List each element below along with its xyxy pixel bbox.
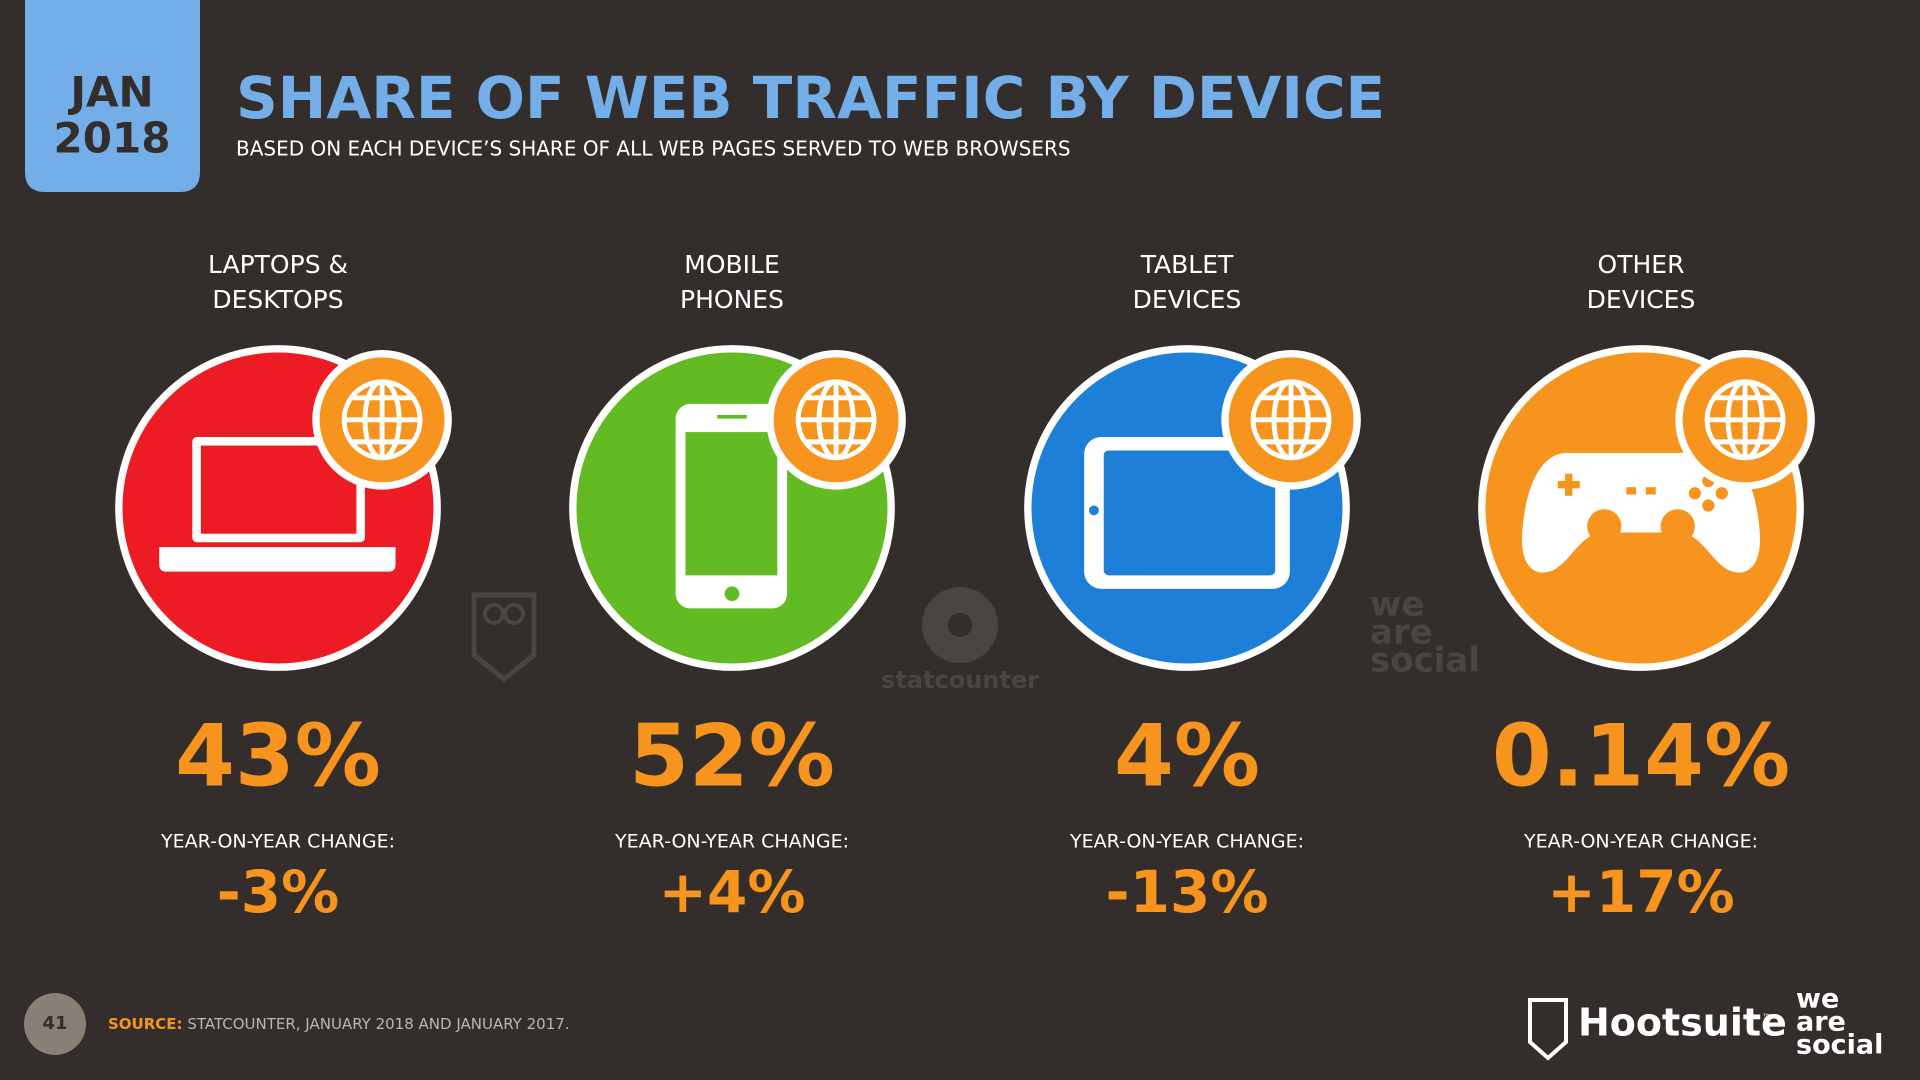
badge-year: 2018 — [54, 114, 171, 163]
change-label: YEAR-ON-YEAR CHANGE: — [614, 831, 849, 853]
device-label: DESKTOPS — [212, 285, 343, 314]
change-label: YEAR-ON-YEAR CHANGE: — [1069, 831, 1304, 853]
was-watermark: social — [1370, 641, 1480, 681]
device-label: PHONES — [680, 285, 784, 314]
device-label: LAPTOPS & — [208, 250, 348, 279]
device-label: OTHER — [1598, 250, 1685, 279]
brand-mark: ™ — [1762, 1013, 1772, 1024]
device-icon — [1024, 345, 1361, 671]
change-label: YEAR-ON-YEAR CHANGE: — [1523, 831, 1758, 853]
source-label: SOURCE: — [108, 1015, 183, 1033]
device-label: MOBILE — [684, 250, 780, 279]
change-label: YEAR-ON-YEAR CHANGE: — [160, 831, 395, 853]
partner: social — [1796, 1030, 1883, 1061]
globe-latitude — [1714, 395, 1776, 445]
controller-select — [1626, 487, 1637, 495]
title: SHARE OF WEB TRAFFIC BY DEVICE — [236, 64, 1385, 132]
controller-body — [1521, 452, 1761, 573]
source: SOURCE: STATCOUNTER, JANUARY 2018 AND JA… — [108, 1015, 570, 1033]
tablet-screen — [1103, 450, 1276, 576]
page-number-badge — [24, 993, 86, 1055]
change: +4% — [658, 858, 805, 926]
owl-eye — [503, 603, 525, 625]
was-watermark: we — [1370, 585, 1424, 625]
device-icon — [569, 345, 906, 671]
badge-month: JAN — [67, 68, 153, 117]
device-column: MOBILE PHONES 52% YEAR-ON-YEAR CHANGE: +4% — [569, 250, 906, 926]
hootsuite-logo — [1528, 998, 1568, 1061]
device-column: OTHER DEVICES 0.14% YEAR-ON-YEAR CHANGE: +17… — [1478, 250, 1815, 926]
statcounter-logo-hole — [948, 613, 972, 637]
device-column: LAPTOPS & DESKTOPS 43% YEAR-ON-YEAR CHANGE:… — [115, 250, 452, 926]
controller-button — [1715, 487, 1728, 500]
brand: Hootsuite — [1578, 1001, 1787, 1045]
change: +17% — [1547, 858, 1734, 926]
owl-watermark — [471, 592, 537, 683]
share: 52% — [629, 706, 835, 806]
controller-stick — [1660, 509, 1695, 544]
share: 43% — [175, 706, 381, 806]
device-column: TABLET DEVICES 4% YEAR-ON-YEAR CHANGE: -13% — [1024, 250, 1361, 926]
page-number: 41 — [42, 1013, 67, 1034]
globe-latitude — [1260, 395, 1322, 445]
statcounter-watermark: statcounter — [881, 666, 1039, 694]
controller-dpad — [1557, 473, 1580, 496]
controller-button — [1702, 499, 1715, 512]
device-label: DEVICES — [1133, 285, 1242, 314]
device-columns: LAPTOPS & DESKTOPS 43% YEAR-ON-YEAR CHANGE:… — [115, 250, 1815, 926]
device-label: DEVICES — [1587, 285, 1696, 314]
laptop-base — [159, 547, 396, 572]
was-watermark: are — [1370, 613, 1433, 653]
device-label: TABLET — [1140, 250, 1234, 279]
partner: are — [1796, 1007, 1846, 1038]
phone-speaker — [717, 414, 747, 419]
device-icon — [1478, 345, 1815, 671]
controller-stick — [1587, 509, 1622, 544]
controller-button — [1688, 487, 1702, 500]
partner: we — [1796, 984, 1839, 1015]
date-badge — [25, 0, 200, 192]
watermarks: statcounter we are social — [471, 585, 1480, 694]
phone-button — [724, 586, 740, 602]
change: -13% — [1106, 858, 1269, 926]
tablet-button — [1089, 505, 1099, 516]
change: -3% — [217, 858, 340, 926]
globe-latitude — [351, 395, 413, 445]
share: 4% — [1114, 706, 1260, 806]
share: 0.14% — [1492, 706, 1790, 806]
phone-screen — [685, 432, 778, 576]
device-icon — [115, 345, 452, 671]
globe-latitude — [805, 395, 867, 445]
subtitle: BASED ON EACH DEVICE’S SHARE OF ALL WEB … — [236, 137, 1071, 161]
source-text: STATCOUNTER, JANUARY 2018 AND JANUARY 20… — [187, 1015, 569, 1033]
controller-start — [1645, 487, 1656, 495]
